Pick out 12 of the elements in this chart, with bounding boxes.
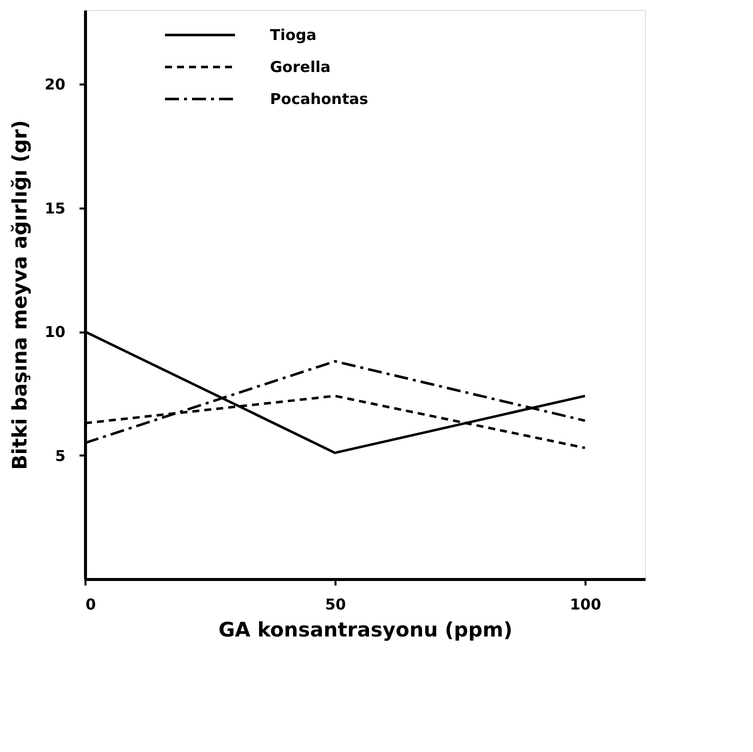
x-tick-label: 0	[86, 596, 96, 614]
y-tick-label: 5	[55, 446, 66, 465]
y-tick-label: 15	[44, 199, 66, 218]
legend-label: Tioga	[270, 26, 317, 44]
x-tick-label: 100	[570, 596, 602, 614]
legend-label: Gorella	[270, 58, 331, 76]
y-tick-label: 20	[44, 76, 66, 94]
y-tick-label: 10	[44, 323, 66, 342]
x-tick-label: 50	[325, 596, 346, 614]
legend-label: Pocahontas	[270, 90, 368, 108]
y-axis-title: Bitki başına meyva ağırlığı (gr)	[8, 120, 32, 470]
x-axis-title: GA konsantrasyonu (ppm)	[218, 618, 513, 642]
